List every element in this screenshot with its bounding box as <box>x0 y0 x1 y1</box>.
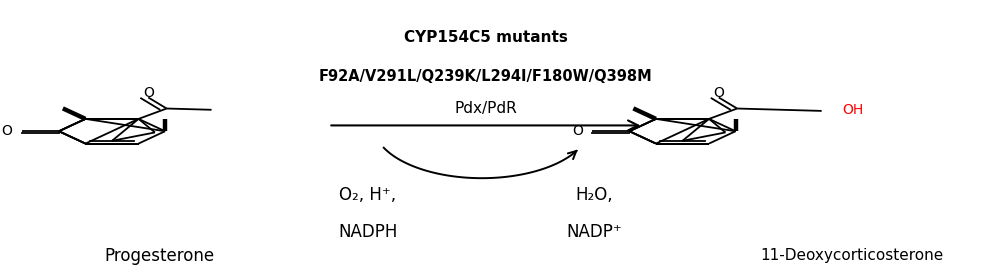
Text: O₂, H⁺,: O₂, H⁺, <box>339 186 396 204</box>
Text: NADP⁺: NADP⁺ <box>566 223 622 241</box>
Text: O: O <box>1 124 12 138</box>
Text: NADPH: NADPH <box>338 223 397 241</box>
Text: CYP154C5 mutants: CYP154C5 mutants <box>404 30 568 45</box>
Text: 11-Deoxycorticosterone: 11-Deoxycorticosterone <box>760 248 943 264</box>
Text: F92A/V291L/Q239K/L294I/F180W/Q398M: F92A/V291L/Q239K/L294I/F180W/Q398M <box>319 69 653 84</box>
Text: O: O <box>143 86 154 100</box>
Text: OH: OH <box>842 103 864 117</box>
Text: O: O <box>713 86 724 100</box>
Text: H₂O,: H₂O, <box>575 186 613 204</box>
Text: Progesterone: Progesterone <box>104 247 214 265</box>
Text: O: O <box>572 124 583 138</box>
Text: Pdx/PdR: Pdx/PdR <box>454 101 517 116</box>
